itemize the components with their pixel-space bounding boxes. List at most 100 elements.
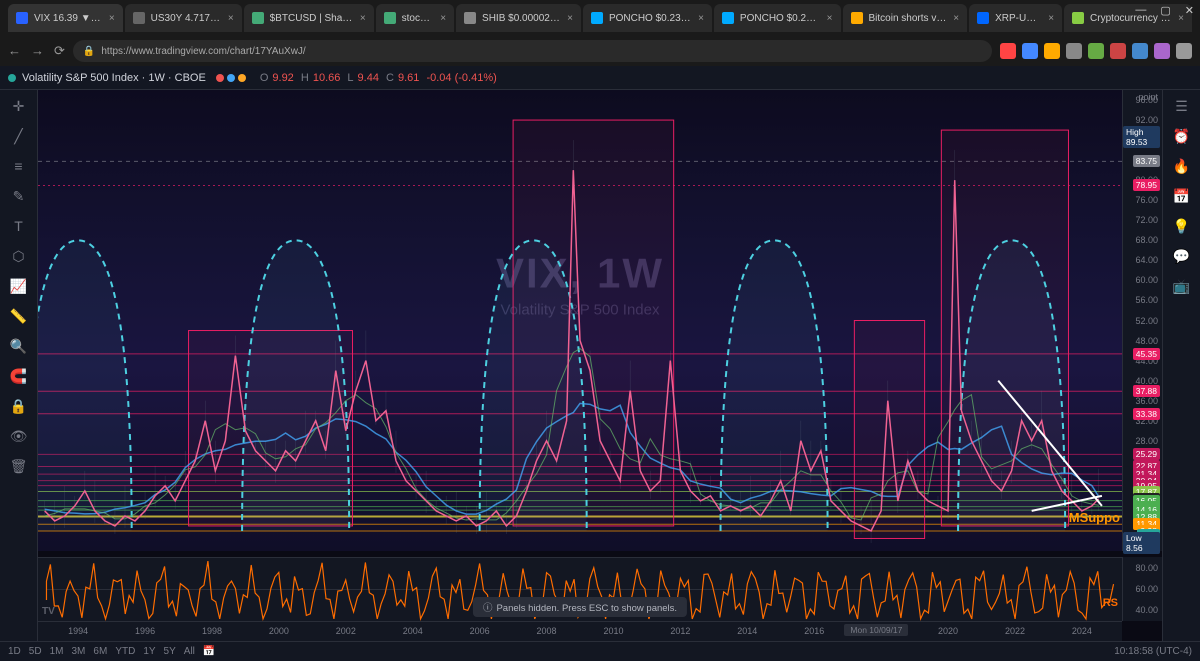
indicator-axis[interactable]: 80.0060.0040.00 bbox=[1122, 557, 1162, 621]
tf-1d[interactable]: 1D bbox=[8, 646, 21, 657]
support-label: MSuppo bbox=[1069, 510, 1120, 525]
browser-tab[interactable]: PONCHO $0.23132673 , Poncho c× bbox=[583, 4, 712, 32]
zoom-tool-icon[interactable]: 🔍 bbox=[9, 336, 29, 356]
trendline-tool-icon[interactable]: ╱ bbox=[9, 126, 29, 146]
browser-tab[interactable]: stockcharts.com× bbox=[376, 4, 454, 32]
extension-icon[interactable] bbox=[1154, 43, 1170, 59]
fib-tool-icon[interactable]: ≡ bbox=[9, 156, 29, 176]
ruler-tool-icon[interactable]: 📏 bbox=[9, 306, 29, 326]
brush-tool-icon[interactable]: ✎ bbox=[9, 186, 29, 206]
xtick: 2022 bbox=[1005, 626, 1025, 636]
tab-close-icon[interactable]: × bbox=[698, 13, 704, 24]
tab-close-icon[interactable]: × bbox=[567, 13, 573, 24]
right-toolbar: ☰ ⏰ 🔥 📅 💡 💬 📺 bbox=[1162, 90, 1200, 641]
chat-icon[interactable]: 💬 bbox=[1172, 246, 1192, 266]
tab-close-icon[interactable]: × bbox=[360, 13, 366, 24]
symbol-title[interactable]: Volatility S&P 500 Index · 1W · CBOE bbox=[22, 72, 206, 84]
tf-all[interactable]: All bbox=[184, 646, 195, 657]
tab-close-icon[interactable]: × bbox=[228, 13, 234, 24]
tf-5d[interactable]: 5D bbox=[29, 646, 42, 657]
tf-5y[interactable]: 5Y bbox=[164, 646, 176, 657]
tv-logo: TV bbox=[42, 606, 55, 617]
tf-3m[interactable]: 3M bbox=[72, 646, 86, 657]
price-label: 33.38 bbox=[1133, 408, 1160, 420]
ytick: 56.00 bbox=[1135, 295, 1158, 305]
xtick: 2024 bbox=[1072, 626, 1092, 636]
browser-tab[interactable]: Bitcoin shorts vs Longs - Click for× bbox=[843, 4, 968, 32]
tf-ytd[interactable]: YTD bbox=[115, 646, 135, 657]
forward-button[interactable]: → bbox=[31, 43, 44, 59]
ytick: 96.00 bbox=[1135, 95, 1158, 105]
calendar-icon[interactable]: 📅 bbox=[1172, 186, 1192, 206]
lock-tool-icon[interactable]: 🔒 bbox=[9, 396, 29, 416]
browser-tab[interactable]: PONCHO $0.2326 - Poncho Price × bbox=[714, 4, 841, 32]
address-bar: ← → ⟳ 🔒 https://www.tradingview.com/char… bbox=[0, 36, 1200, 66]
price-label: 78.95 bbox=[1133, 179, 1160, 191]
pattern-tool-icon[interactable]: ⬡ bbox=[9, 246, 29, 266]
ind-ytick: 60.00 bbox=[1135, 584, 1158, 594]
main-chart[interactable]: VIX, 1W Volatility S&P 500 Index MSuppo bbox=[38, 90, 1122, 551]
watchlist-icon[interactable]: ☰ bbox=[1172, 96, 1192, 116]
browser-tab[interactable]: XRP-USD - Coinbase× bbox=[969, 4, 1062, 32]
browser-tab[interactable]: VIX 16.39 ▼ -3.25% EMA RS× bbox=[8, 4, 123, 32]
price-label: 25.29 bbox=[1133, 448, 1160, 460]
extension-icon[interactable] bbox=[1044, 43, 1060, 59]
bottom-bar: 1D5D1M3M6MYTD1Y5YAll 📅 10:18:58 (UTC-4) bbox=[0, 641, 1200, 661]
price-label: 37.88 bbox=[1133, 385, 1160, 397]
trash-tool-icon[interactable]: 🗑 bbox=[9, 456, 29, 476]
back-button[interactable]: ← bbox=[8, 43, 21, 59]
xtick: 1998 bbox=[202, 626, 222, 636]
tf-1m[interactable]: 1M bbox=[50, 646, 64, 657]
magnet-tool-icon[interactable]: 🧲 bbox=[9, 366, 29, 386]
indicator-pane[interactable]: TV RS ⓘPanels hidden. Press ESC to show … bbox=[38, 557, 1122, 621]
hide-tool-icon[interactable]: 👁 bbox=[9, 426, 29, 446]
calendar-toggle-icon[interactable]: 📅 bbox=[203, 646, 215, 657]
tab-close-icon[interactable]: × bbox=[109, 13, 115, 24]
chart-svg bbox=[38, 90, 1122, 551]
close-button[interactable]: ✕ bbox=[1185, 4, 1194, 17]
tab-close-icon[interactable]: × bbox=[440, 13, 446, 24]
price-axis[interactable]: point 96.0092.0088.0080.0076.0072.0068.0… bbox=[1122, 90, 1162, 551]
browser-tab[interactable]: SHIB $0.00002726 - SHIBA INU / × bbox=[456, 4, 581, 32]
cursor-tool-icon[interactable]: ✛ bbox=[9, 96, 29, 116]
browser-tab[interactable]: US30Y 4.717% +0.02% EMA×× bbox=[125, 4, 242, 32]
tab-close-icon[interactable]: × bbox=[953, 13, 959, 24]
browser-tab[interactable]: $BTCUSD | SharpCharts | StockCh× bbox=[244, 4, 374, 32]
time-axis[interactable]: 1994199619982000200220042006200820102012… bbox=[38, 621, 1122, 641]
tab-close-icon[interactable]: × bbox=[1048, 13, 1054, 24]
xtick: 2016 bbox=[804, 626, 824, 636]
browser-tabstrip: VIX 16.39 ▼ -3.25% EMA RS×US30Y 4.717% +… bbox=[0, 0, 1200, 36]
streams-icon[interactable]: 📺 bbox=[1172, 276, 1192, 296]
reload-button[interactable]: ⟳ bbox=[54, 43, 65, 59]
ideas-icon[interactable]: 💡 bbox=[1172, 216, 1192, 236]
forecast-tool-icon[interactable]: 📈 bbox=[9, 276, 29, 296]
tab-close-icon[interactable]: × bbox=[827, 13, 833, 24]
alerts-icon[interactable]: ⏰ bbox=[1172, 126, 1192, 146]
xtick: 2012 bbox=[670, 626, 690, 636]
xtick: 2010 bbox=[603, 626, 623, 636]
tf-6m[interactable]: 6M bbox=[93, 646, 107, 657]
extension-icon[interactable] bbox=[1000, 43, 1016, 59]
timeframe-buttons: 1D 5D 1M 3M 6M YTD 1Y 5Y All bbox=[8, 646, 195, 657]
tf-1y[interactable]: 1Y bbox=[143, 646, 155, 657]
extension-icon[interactable] bbox=[1088, 43, 1104, 59]
ytick: 40.00 bbox=[1135, 376, 1158, 386]
maximize-button[interactable]: ▢ bbox=[1160, 4, 1170, 17]
hotlist-icon[interactable]: 🔥 bbox=[1172, 156, 1192, 176]
extension-icon[interactable] bbox=[1176, 43, 1192, 59]
ind-ytick: 80.00 bbox=[1135, 563, 1158, 573]
indicator-dots bbox=[216, 74, 246, 82]
text-tool-icon[interactable]: T bbox=[9, 216, 29, 236]
extension-icon[interactable] bbox=[1022, 43, 1038, 59]
extension-icon[interactable] bbox=[1132, 43, 1148, 59]
price-label: 45.35 bbox=[1133, 348, 1160, 360]
xtick: 1996 bbox=[135, 626, 155, 636]
ytick: 52.00 bbox=[1135, 316, 1158, 326]
minimize-button[interactable]: — bbox=[1135, 4, 1146, 17]
symbol-status-icon bbox=[8, 74, 16, 82]
url-input[interactable]: 🔒 https://www.tradingview.com/chart/17YA… bbox=[73, 40, 992, 62]
xtick: 2000 bbox=[269, 626, 289, 636]
xtick: 2006 bbox=[470, 626, 490, 636]
extension-icon[interactable] bbox=[1066, 43, 1082, 59]
extension-icon[interactable] bbox=[1110, 43, 1126, 59]
